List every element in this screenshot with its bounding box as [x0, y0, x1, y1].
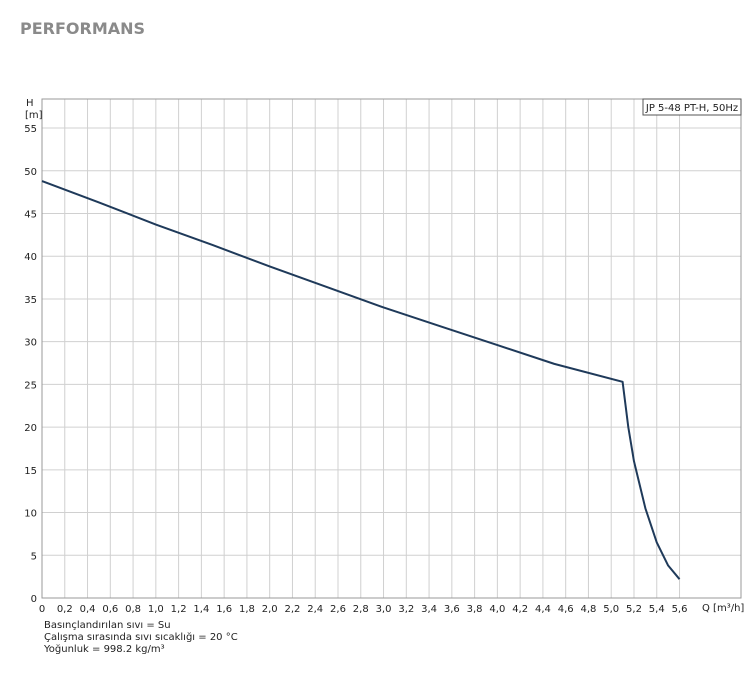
- x-tick-label: 5,0: [603, 604, 619, 615]
- y-tick-label: 35: [24, 295, 37, 306]
- y-tick-label: 25: [24, 380, 37, 391]
- x-tick-label: 1,6: [216, 604, 232, 615]
- x-tick-label: 1,8: [239, 604, 255, 615]
- x-tick-label: 2,4: [307, 604, 323, 615]
- x-tick-label: 3,6: [444, 604, 460, 615]
- x-tick-label: 1,0: [148, 604, 164, 615]
- x-tick-label: 5,2: [626, 604, 642, 615]
- y-tick-label: 30: [24, 338, 37, 349]
- y-tick-label: 15: [24, 466, 37, 477]
- y-label: H: [26, 98, 34, 109]
- x-tick-label: 0,8: [125, 604, 141, 615]
- note: Basınçlandırılan sıvı = Su: [44, 620, 171, 631]
- x-tick-label: 2,2: [285, 604, 301, 615]
- y-tick-label: 10: [24, 509, 37, 520]
- plot-frame: [41, 98, 742, 599]
- y-tick-label: 0: [31, 594, 37, 605]
- y-tick-label: 55: [24, 124, 37, 135]
- x-tick-label: 3,8: [467, 604, 483, 615]
- note: Yoğunluk = 998.2 kg/m³: [43, 643, 165, 655]
- x-tick-label: 3,4: [421, 604, 437, 615]
- y-unit: [m]: [25, 110, 43, 121]
- y-tick-label: 5: [31, 551, 37, 562]
- data-line: [41, 180, 681, 580]
- x-tick-label: 0: [39, 604, 45, 615]
- x-tick-label: 4,8: [580, 604, 596, 615]
- y-tick-label: 40: [24, 252, 37, 263]
- x-tick-label: 0,4: [80, 604, 96, 615]
- x-tick-label: 3,0: [376, 604, 392, 615]
- x-tick-label: 4,6: [558, 604, 574, 615]
- y-tick-label: 45: [24, 209, 37, 220]
- x-tick-label: 2,0: [262, 604, 278, 615]
- y-tick-label: 50: [24, 167, 37, 178]
- x-tick-label: 5,6: [672, 604, 688, 615]
- grid: [41, 99, 741, 599]
- x-tick-label: 0,2: [57, 604, 73, 615]
- y-tick-label: 20: [24, 423, 37, 434]
- x-tick-label: 2,6: [330, 604, 346, 615]
- x-tick-label: 1,2: [171, 604, 187, 615]
- x-label: Q [m³/h]: [702, 603, 744, 614]
- x-tick-label: 2,8: [353, 604, 369, 615]
- x-tick-label: 4,0: [489, 604, 505, 615]
- x-tick-label: 4,4: [535, 604, 551, 615]
- x-tick-label: 3,2: [398, 604, 414, 615]
- x-tick-label: 5,4: [649, 604, 665, 615]
- legend-label: JP 5-48 PT-H, 50Hz: [645, 103, 738, 114]
- note: Çalışma sırasında sıvı sıcaklığı = 20 °C: [44, 631, 238, 643]
- x-tick-label: 1,4: [193, 604, 209, 615]
- page-title: PERFORMANS: [20, 19, 145, 38]
- legend-box: [642, 98, 742, 116]
- x-tick-label: 0,6: [102, 604, 118, 615]
- x-tick-label: 4,2: [512, 604, 528, 615]
